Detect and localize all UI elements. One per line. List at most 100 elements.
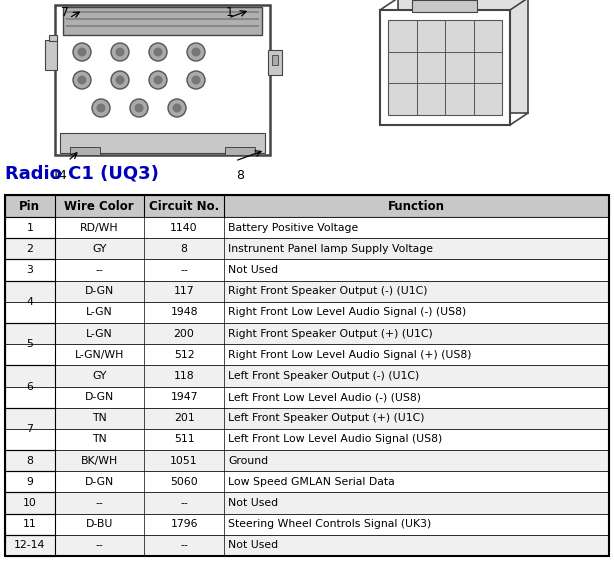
Bar xyxy=(380,10,510,125)
Text: D-GN: D-GN xyxy=(85,477,114,487)
Bar xyxy=(5,514,55,535)
Text: 1948: 1948 xyxy=(170,307,198,318)
Text: 12-14: 12-14 xyxy=(14,540,45,550)
Bar xyxy=(5,238,609,259)
Bar xyxy=(5,408,609,429)
Bar xyxy=(5,217,609,238)
Bar xyxy=(5,217,55,238)
Bar xyxy=(225,147,255,155)
Text: Right Front Speaker Output (-) (U1C): Right Front Speaker Output (-) (U1C) xyxy=(228,286,428,296)
Text: Right Front Low Level Audio Signal (-) (US8): Right Front Low Level Audio Signal (-) (… xyxy=(228,307,467,318)
Bar xyxy=(5,535,55,556)
Text: Wire Color: Wire Color xyxy=(64,200,134,213)
Text: Instrunent Panel lamp Supply Voltage: Instrunent Panel lamp Supply Voltage xyxy=(228,244,433,254)
Text: Not Used: Not Used xyxy=(228,498,278,508)
Bar xyxy=(272,55,278,65)
Text: RD/WH: RD/WH xyxy=(80,223,119,233)
Text: 8: 8 xyxy=(26,456,33,466)
Text: Left Front Low Level Audio (-) (US8): Left Front Low Level Audio (-) (US8) xyxy=(228,392,421,402)
Circle shape xyxy=(154,48,163,57)
Bar xyxy=(5,387,609,408)
Bar xyxy=(55,5,270,155)
Bar xyxy=(5,259,55,280)
Text: Right Front Low Level Audio Signal (+) (US8): Right Front Low Level Audio Signal (+) (… xyxy=(228,350,472,360)
Text: 511: 511 xyxy=(174,434,195,444)
Text: 3: 3 xyxy=(26,265,33,275)
Text: 9: 9 xyxy=(26,477,33,487)
Text: 5060: 5060 xyxy=(170,477,198,487)
Bar xyxy=(5,302,609,323)
Bar xyxy=(45,40,57,70)
Text: 10: 10 xyxy=(23,498,37,508)
Text: Not Used: Not Used xyxy=(228,540,278,550)
Circle shape xyxy=(130,99,148,117)
Circle shape xyxy=(111,71,129,89)
Text: GY: GY xyxy=(92,371,106,381)
Circle shape xyxy=(134,103,144,113)
Bar xyxy=(5,408,55,450)
Circle shape xyxy=(96,103,106,113)
Text: 7: 7 xyxy=(26,424,33,434)
Bar xyxy=(5,493,55,514)
Text: BK/WH: BK/WH xyxy=(80,456,118,466)
Bar xyxy=(5,280,55,323)
Text: --: -- xyxy=(181,498,188,508)
Text: --: -- xyxy=(181,540,188,550)
Circle shape xyxy=(92,99,110,117)
Bar xyxy=(5,365,55,408)
Text: Left Front Low Level Audio Signal (US8): Left Front Low Level Audio Signal (US8) xyxy=(228,434,443,444)
Circle shape xyxy=(111,43,129,61)
Circle shape xyxy=(115,76,125,85)
Text: Low Speed GMLAN Serial Data: Low Speed GMLAN Serial Data xyxy=(228,477,395,487)
Text: D-BU: D-BU xyxy=(85,519,113,529)
Text: 1947: 1947 xyxy=(170,392,198,402)
Circle shape xyxy=(187,71,205,89)
Text: 8: 8 xyxy=(236,169,244,182)
Bar xyxy=(5,535,609,556)
Bar xyxy=(412,0,477,12)
Text: Left Front Speaker Output (-) (U1C): Left Front Speaker Output (-) (U1C) xyxy=(228,371,419,381)
Circle shape xyxy=(173,103,182,113)
Text: Radio C1 (UQ3): Radio C1 (UQ3) xyxy=(5,164,159,182)
Text: Left Front Speaker Output (+) (U1C): Left Front Speaker Output (+) (U1C) xyxy=(228,413,425,424)
Text: Function: Function xyxy=(388,200,445,213)
Bar xyxy=(5,471,609,493)
Text: Pin: Pin xyxy=(19,200,41,213)
Bar xyxy=(5,344,609,365)
Text: L-GN: L-GN xyxy=(86,307,112,318)
Text: 200: 200 xyxy=(174,329,195,338)
Bar xyxy=(5,450,55,471)
Bar xyxy=(398,0,528,113)
Text: 6: 6 xyxy=(26,381,33,392)
Text: Ground: Ground xyxy=(228,456,268,466)
Text: Steering Wheel Controls Signal (UK3): Steering Wheel Controls Signal (UK3) xyxy=(228,519,432,529)
Text: Not Used: Not Used xyxy=(228,265,278,275)
Text: 1051: 1051 xyxy=(170,456,198,466)
Bar xyxy=(268,50,282,75)
Text: 14: 14 xyxy=(52,169,68,182)
Bar xyxy=(5,514,609,535)
Text: TN: TN xyxy=(92,434,107,444)
Circle shape xyxy=(149,71,167,89)
Text: 7: 7 xyxy=(61,6,69,19)
Text: 4: 4 xyxy=(26,297,33,307)
Bar xyxy=(63,7,262,35)
Text: D-GN: D-GN xyxy=(85,286,114,296)
Text: 201: 201 xyxy=(174,413,195,424)
Bar xyxy=(5,365,609,387)
Text: Battery Positive Voltage: Battery Positive Voltage xyxy=(228,223,359,233)
Circle shape xyxy=(192,48,201,57)
Text: Circuit No.: Circuit No. xyxy=(149,200,219,213)
Bar xyxy=(49,35,57,41)
Bar xyxy=(5,259,609,280)
Text: 512: 512 xyxy=(174,350,195,360)
Text: --: -- xyxy=(181,265,188,275)
Circle shape xyxy=(73,71,91,89)
Text: 118: 118 xyxy=(174,371,195,381)
Text: 1796: 1796 xyxy=(170,519,198,529)
Text: GY: GY xyxy=(92,244,106,254)
Circle shape xyxy=(77,76,87,85)
Circle shape xyxy=(149,43,167,61)
Circle shape xyxy=(192,76,201,85)
Bar xyxy=(5,429,609,450)
